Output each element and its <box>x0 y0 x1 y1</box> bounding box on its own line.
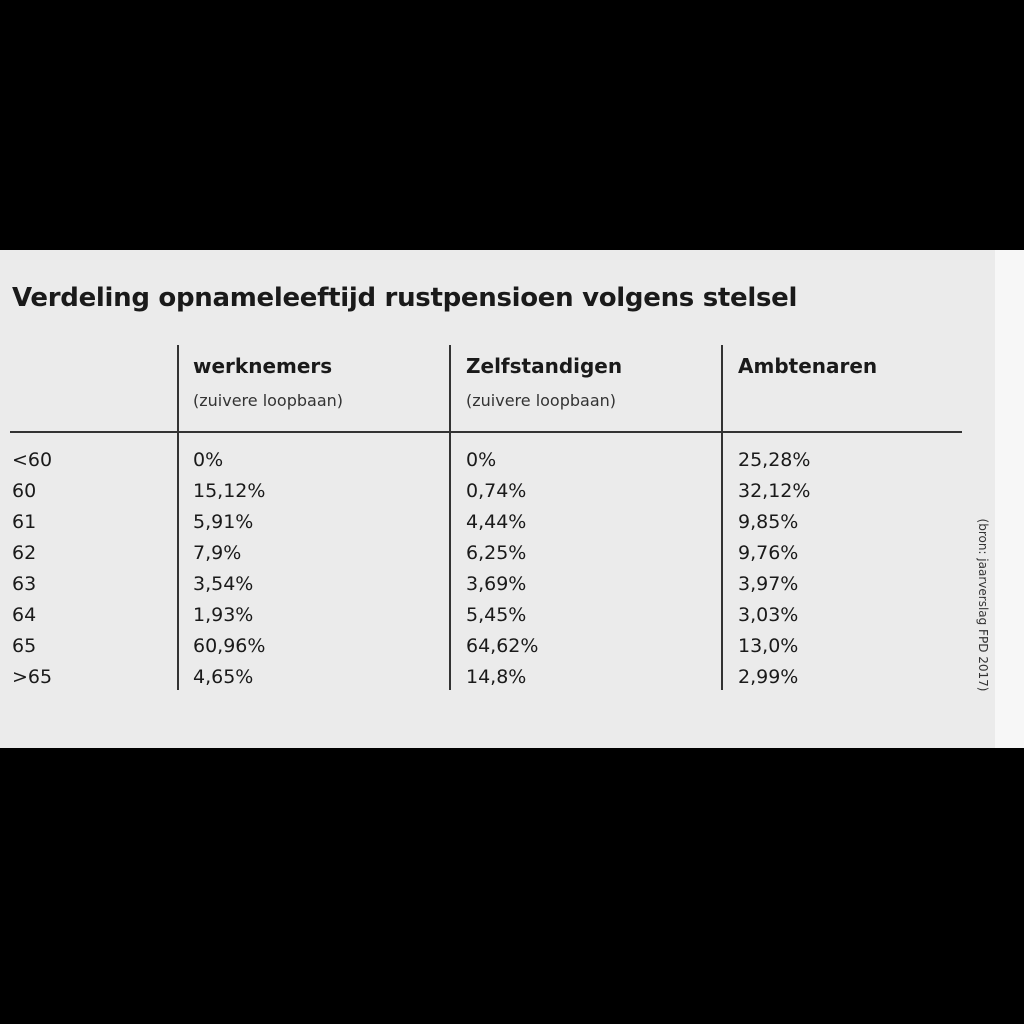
table-cell: 25,28% <box>738 449 811 471</box>
row-label: 64 <box>12 604 37 626</box>
table-cell: 15,12% <box>193 480 266 502</box>
title: Verdeling opnameleeftijd rustpensioen vo… <box>12 283 798 313</box>
source-note: (bron: jaarverslag FPD 2017) <box>976 518 990 692</box>
table-cell: 3,03% <box>738 604 799 626</box>
table-cell: 0,74% <box>466 480 527 502</box>
table-cell: 9,85% <box>738 511 799 533</box>
table-cell: 7,9% <box>193 542 242 564</box>
column-note: (zuivere loopbaan) <box>466 391 617 410</box>
row-label: <60 <box>12 449 53 471</box>
row-label: 63 <box>12 573 37 595</box>
table-cell: 5,45% <box>466 604 527 626</box>
column-note: (zuivere loopbaan) <box>193 391 344 410</box>
table-cell: 64,62% <box>466 635 539 657</box>
row-label: 61 <box>12 511 37 533</box>
column-header: Ambtenaren <box>738 354 878 378</box>
table-cell: 0% <box>193 449 224 471</box>
column-header: werknemers <box>193 354 333 378</box>
table-cell: 3,97% <box>738 573 799 595</box>
table-cell: 0% <box>466 449 497 471</box>
table-cell: 4,44% <box>466 511 527 533</box>
column-divider <box>177 345 179 690</box>
column-header: Zelfstandigen <box>466 354 623 378</box>
table-cell: 9,76% <box>738 542 799 564</box>
row-label: 60 <box>12 480 37 502</box>
table-cell: 14,8% <box>466 666 527 688</box>
table-cell: 32,12% <box>738 480 811 502</box>
row-label: 62 <box>12 542 37 564</box>
header-rule <box>10 431 962 433</box>
column-divider <box>449 345 451 690</box>
table-cell: 4,65% <box>193 666 254 688</box>
table-cell: 60,96% <box>193 635 266 657</box>
margin-strip <box>995 250 1024 748</box>
table-cell: 6,25% <box>466 542 527 564</box>
panel <box>0 250 995 748</box>
table-cell: 3,69% <box>466 573 527 595</box>
table-cell: 1,93% <box>193 604 254 626</box>
column-divider <box>721 345 723 690</box>
table-cell: 5,91% <box>193 511 254 533</box>
table-cell: 2,99% <box>738 666 799 688</box>
table-cell: 3,54% <box>193 573 254 595</box>
table-cell: 13,0% <box>738 635 799 657</box>
row-label: 65 <box>12 635 37 657</box>
row-label: >65 <box>12 666 53 688</box>
